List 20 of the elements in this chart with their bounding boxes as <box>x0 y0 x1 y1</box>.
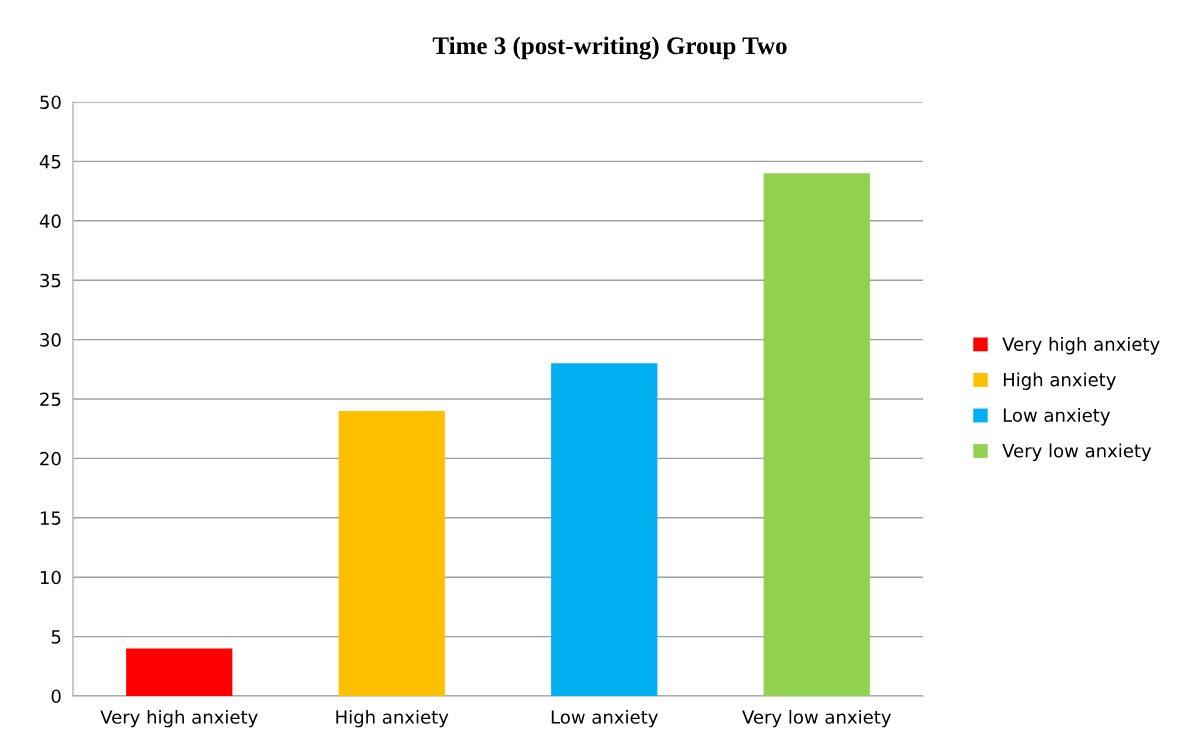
y-tick-label: 15 <box>40 511 61 525</box>
x-tick-label: Very high anxiety <box>100 709 258 728</box>
legend-label: Low anxiety <box>1003 408 1110 426</box>
y-tick-label: 30 <box>40 333 61 347</box>
y-tick-label: 0 <box>51 689 61 704</box>
y-tick-label: 20 <box>40 451 61 466</box>
x-tick-label: High anxiety <box>336 709 449 728</box>
legend-label: Very low anxiety <box>1002 443 1152 462</box>
y-tick-label: 25 <box>40 392 61 407</box>
legend-label: Very high anxiety <box>1002 336 1160 355</box>
x-tick-label: Low anxiety <box>551 709 658 728</box>
chart-title: Time 3 (post-writing) Group Two <box>432 36 787 60</box>
y-tick-label: 35 <box>40 273 61 288</box>
y-tick-label: 5 <box>51 630 61 644</box>
y-tick-label: 45 <box>39 155 61 169</box>
y-tick-label: 50 <box>40 95 61 110</box>
legend-label: High anxiety <box>1003 372 1116 390</box>
x-tick-label: Very low anxiety <box>742 709 891 728</box>
y-tick-label: 40 <box>39 214 61 228</box>
y-tick-label: 10 <box>40 570 61 585</box>
